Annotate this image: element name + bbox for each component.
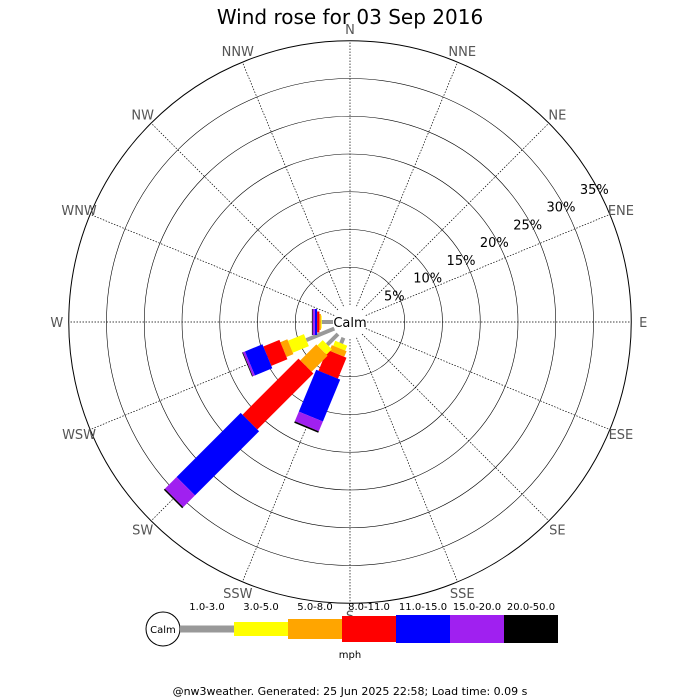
direction-label-nnw: NNW	[222, 45, 254, 60]
direction-labels: NNNENEENEEESESESSESSSWSWWSWWWNWNWNNW	[50, 23, 647, 625]
bar-segment-ssw-15.0-20.0	[294, 411, 323, 432]
bar-segment-sw-3.0-5.0	[317, 340, 332, 355]
spoke-wsw	[90, 328, 335, 430]
grid-ring-25	[143, 115, 557, 529]
legend-swatch-20.0-50.0	[504, 615, 558, 643]
spoke-wnw	[90, 214, 335, 316]
ring-label-5: 5%	[384, 289, 405, 304]
legend-unit-label: mph	[339, 650, 361, 661]
spoke-se	[361, 333, 550, 522]
bar-segment-ssw-11.0-15.0	[298, 369, 341, 422]
direction-label-n: N	[345, 23, 355, 38]
legend-swatch-3.0-5.0	[234, 622, 288, 636]
direction-label-ssw: SSW	[223, 587, 253, 602]
legend-swatch-8.0-11.0	[342, 616, 396, 642]
bar-segment-w-8.0-11.0	[317, 311, 320, 333]
bar-segment-w-15.0-20.0	[312, 309, 315, 335]
direction-label-ne: NE	[548, 109, 566, 124]
legend-label-15.0-20.0: 15.0-20.0	[453, 602, 501, 613]
bar-segment-w-3.0-5.0	[320, 315, 322, 329]
bar-segment-wsw-1.0-3.0	[305, 326, 336, 342]
legend-swatch-15.0-20.0	[450, 615, 504, 643]
ring-label-30: 30%	[547, 201, 576, 216]
bar-segment-ssw-3.0-5.0	[333, 340, 348, 351]
legend-label-1.0-3.0: 1.0-3.0	[189, 602, 224, 613]
ring-label-35: 35%	[580, 183, 609, 198]
spoke-ese	[365, 328, 610, 430]
ring-label-10: 10%	[413, 272, 442, 287]
bar-segment-wsw-11.0-15.0	[244, 344, 273, 376]
direction-label-nne: NNE	[448, 45, 476, 60]
bar-segment-ssw-1.0-3.0	[339, 336, 346, 345]
direction-label-wnw: WNW	[61, 204, 97, 219]
wind-bar-wsw	[242, 326, 336, 377]
legend-label-8.0-11.0: 8.0-11.0	[348, 602, 390, 613]
wind-bars	[163, 309, 348, 509]
bar-segment-sw-1.0-3.0	[325, 332, 340, 347]
legend-label-3.0-5.0: 3.0-5.0	[243, 602, 278, 613]
direction-label-ene: ENE	[608, 204, 634, 219]
direction-label-sw: SW	[132, 523, 153, 538]
spoke-sse	[356, 337, 458, 582]
footer-text: @nw3weather. Generated: 25 Jun 2025 22:5…	[173, 685, 528, 698]
bar-segment-sw-8.0-11.0	[242, 358, 314, 430]
bar-segment-wsw-15.0-20.0	[242, 351, 255, 377]
wind-bar-w	[311, 309, 333, 335]
bar-segment-w-20.0-50.0	[311, 309, 313, 335]
direction-label-wsw: WSW	[62, 428, 96, 443]
spoke-ssw	[242, 337, 344, 582]
bar-segment-w-11.0-15.0	[314, 309, 318, 335]
legend-calm-label: Calm	[150, 625, 176, 636]
ring-label-15: 15%	[447, 254, 476, 269]
chart-title: Wind rose for 03 Sep 2016	[217, 5, 483, 29]
bar-segment-ssw-20.0-50.0	[294, 421, 319, 433]
spoke-nnw	[242, 62, 344, 307]
grid-ring-5	[294, 266, 406, 378]
direction-spokes	[68, 40, 632, 604]
legend-label-11.0-15.0: 11.0-15.0	[399, 602, 447, 613]
spoke-ne	[361, 122, 550, 311]
legend-label-20.0-50.0: 20.0-50.0	[507, 602, 555, 613]
legend-swatch-1.0-3.0	[180, 625, 234, 633]
ring-labels: 5% 10% 15% 20% 25% 30% 35%	[384, 183, 609, 304]
grid-ring-15	[219, 191, 481, 453]
bar-segment-sw-11.0-15.0	[176, 412, 260, 496]
wind-bar-sw	[163, 332, 340, 509]
bar-segment-wsw-5.0-8.0	[280, 339, 294, 357]
calm-center: Calm	[333, 305, 367, 339]
direction-label-w: W	[50, 316, 63, 331]
direction-label-nw: NW	[131, 109, 154, 124]
bar-segment-sw-5.0-8.0	[300, 344, 328, 372]
direction-label-sse: SSE	[450, 587, 475, 602]
bar-segment-wsw-3.0-5.0	[287, 334, 309, 353]
bar-segment-wsw-8.0-11.0	[263, 339, 288, 366]
legend-swatch-5.0-8.0	[288, 619, 342, 639]
legend-swatch-11.0-15.0	[396, 615, 450, 643]
bar-segment-w-1.0-3.0	[321, 320, 333, 324]
bar-segment-sw-20.0-50.0	[163, 488, 184, 509]
direction-label-ese: ESE	[609, 428, 634, 443]
spoke-nne	[356, 62, 458, 307]
ring-label-25: 25%	[513, 218, 542, 233]
bar-segment-sw-15.0-20.0	[164, 477, 195, 508]
legend-label-5.0-8.0: 5.0-8.0	[297, 602, 332, 613]
bar-segment-w-5.0-8.0	[319, 314, 321, 330]
calm-circle	[333, 305, 367, 339]
bar-segment-ssw-5.0-8.0	[329, 345, 347, 357]
legend: Calm mph 1.0-3.0 3.0-5.0 5.0-8.0 8.0-11.0 11…	[145, 602, 558, 661]
spoke-ene	[365, 214, 610, 316]
direction-label-e: E	[639, 316, 647, 331]
direction-label-se: SE	[549, 523, 565, 538]
calm-label: Calm	[333, 316, 366, 331]
ring-label-20: 20%	[480, 236, 509, 251]
spoke-nw	[150, 122, 339, 311]
bar-segment-wsw-20.0-50.0	[242, 352, 253, 377]
